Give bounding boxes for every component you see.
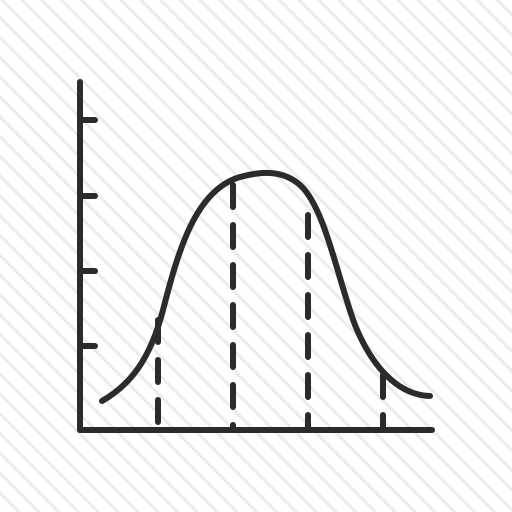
dashed-lines (155, 182, 386, 433)
chart-axes (77, 79, 435, 433)
bell-curve-line (99, 169, 433, 404)
